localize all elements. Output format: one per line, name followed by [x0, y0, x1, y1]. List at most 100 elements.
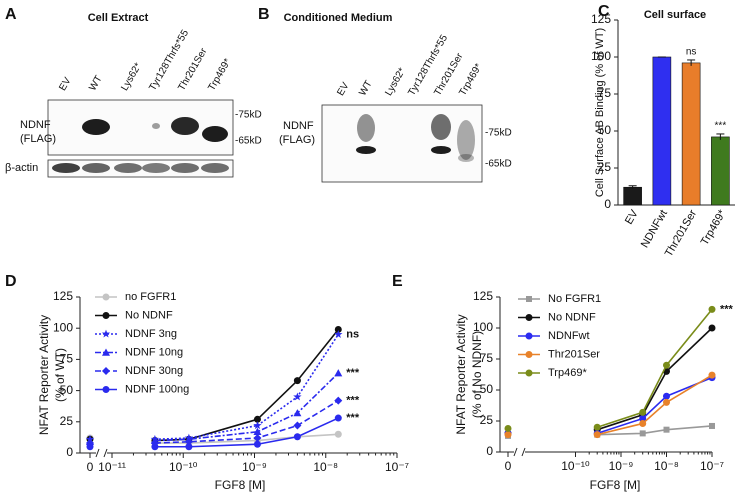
data-point	[86, 443, 94, 451]
data-point	[293, 377, 301, 385]
significance: ***	[720, 303, 734, 315]
row-label: (FLAG)	[20, 133, 56, 145]
legend-marker	[525, 332, 533, 340]
legend-label: No NDNF	[125, 309, 173, 321]
data-point	[639, 408, 647, 416]
bar	[681, 62, 701, 206]
data-point	[334, 396, 343, 405]
x-tick-label: 0	[87, 460, 94, 474]
x-tick-label: EV	[623, 207, 641, 226]
x-axis-label: FGF8 [M]	[590, 478, 641, 492]
lane-label: Thr201Ser	[176, 46, 209, 93]
data-point	[708, 324, 716, 332]
size-marker: -65kD	[235, 136, 262, 147]
data-point	[185, 443, 193, 451]
data-point	[663, 361, 670, 369]
blot-title: Cell Extract	[88, 12, 149, 24]
legend-marker	[101, 329, 111, 338]
size-marker: -65kD	[485, 159, 512, 170]
significance: ns	[686, 47, 697, 58]
data-point	[708, 305, 716, 313]
axis-break	[521, 447, 526, 457]
y-axis-label: Cell Surface AB Binding (% of WT)	[594, 28, 606, 197]
series-line	[154, 334, 339, 441]
blot-band	[457, 120, 475, 160]
panel-label: E	[392, 273, 403, 290]
legend-label: NDNF 3ng	[125, 328, 177, 340]
legend-marker	[525, 369, 533, 377]
data-point	[253, 421, 262, 430]
significance: ***	[346, 367, 360, 379]
y-tick-label: 125	[591, 12, 611, 26]
legend-label: NDNF 100ng	[125, 383, 189, 395]
y-axis-label: (% of WT)	[53, 348, 67, 402]
data-point	[334, 369, 343, 377]
data-point	[151, 443, 159, 451]
data-point	[293, 421, 302, 430]
legend-marker	[102, 312, 110, 319]
legend-label: NDNF 10ng	[125, 346, 183, 358]
data-point	[709, 422, 715, 429]
bar	[711, 136, 730, 206]
data-point	[293, 392, 302, 401]
data-point	[639, 430, 646, 437]
axis-break	[95, 448, 100, 458]
y-axis-label: (% of No NDNF)	[470, 331, 484, 418]
y-tick-label: 75	[60, 352, 74, 366]
data-point	[253, 427, 262, 435]
legend-marker	[102, 386, 110, 393]
bar	[652, 56, 672, 206]
lane-label: Lys62*	[119, 61, 144, 93]
x-tick-label: NDNFwt	[639, 208, 670, 250]
panel-label: C	[598, 3, 610, 20]
chart-title: Cell surface	[644, 9, 706, 21]
x-tick-label: 10⁻⁷	[700, 459, 724, 473]
significance: ***	[346, 394, 360, 406]
lane-label: EV	[335, 80, 351, 97]
legend-label: NDNF 30ng	[125, 365, 183, 377]
data-point	[504, 424, 512, 432]
blot-band	[431, 146, 451, 154]
legend-label: No FGFR1	[548, 293, 601, 305]
blot-band	[114, 163, 142, 173]
lane-label: EV	[57, 75, 73, 92]
blot-band	[356, 146, 376, 154]
data-point	[663, 426, 670, 433]
blot-frame	[47, 99, 234, 156]
data-point	[593, 431, 601, 439]
row-label: NDNF	[283, 120, 314, 132]
y-tick-label: 0	[604, 197, 611, 211]
legend-marker	[526, 296, 532, 302]
axis-break	[513, 447, 518, 457]
blot-band	[82, 163, 110, 173]
x-axis-label: FGF8 [M]	[215, 478, 266, 492]
data-point	[334, 414, 342, 422]
y-tick-label: 100	[473, 320, 493, 334]
data-point	[253, 434, 262, 443]
blot-frame	[321, 104, 483, 183]
axis-break	[103, 448, 108, 458]
y-tick-label: 25	[598, 160, 612, 174]
legend-marker	[525, 314, 533, 321]
panel-label: A	[5, 6, 17, 23]
blot-band	[152, 123, 160, 129]
size-marker: -75kD	[485, 128, 512, 139]
lane-label: Trp469*	[206, 57, 233, 93]
x-tick-label: 10⁻⁷	[385, 460, 409, 474]
series-line	[596, 308, 713, 428]
significance: ns	[346, 328, 359, 340]
data-point	[639, 415, 647, 423]
y-tick-label: 50	[598, 123, 612, 137]
legend-label: no FGFR1	[125, 291, 176, 303]
blot-band	[357, 114, 375, 142]
x-tick-label: 10⁻¹⁰	[169, 460, 198, 474]
data-point	[504, 431, 512, 439]
x-tick-label: 10⁻⁸	[654, 459, 679, 473]
data-point	[639, 419, 647, 427]
blot-band	[82, 119, 110, 135]
panel-label: B	[258, 6, 270, 23]
legend-marker	[102, 367, 110, 375]
y-tick-label: 100	[53, 320, 73, 334]
significance: ***	[346, 412, 360, 424]
x-tick-label: 10⁻⁹	[242, 460, 267, 474]
